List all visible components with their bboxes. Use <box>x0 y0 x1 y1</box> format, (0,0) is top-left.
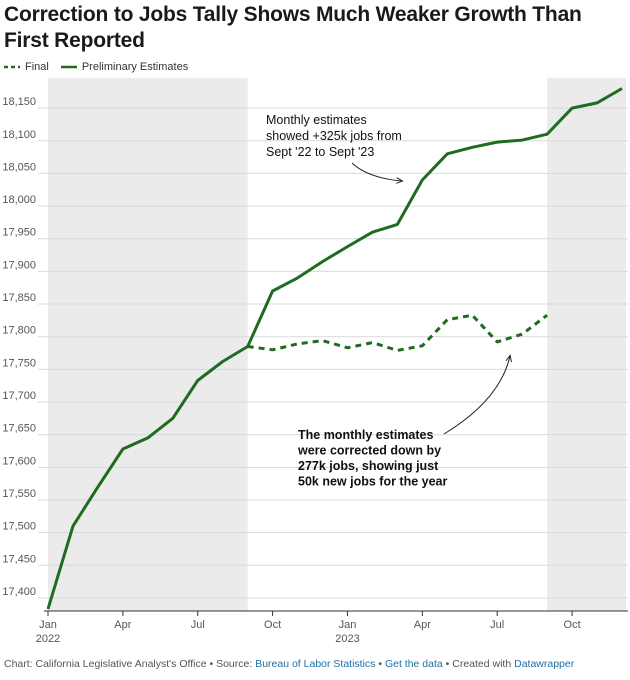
x-tick-label: Apr <box>114 619 131 631</box>
legend-solid-line-icon <box>60 65 77 69</box>
footer-credit: Chart: California Legislative Analyst's … <box>4 658 256 670</box>
annotation-preliminary-text: Monthly estimates <box>266 113 367 127</box>
datawrapper-link[interactable]: Datawrapper <box>514 658 575 670</box>
shaded-period <box>547 78 626 611</box>
annotation-arrow-final <box>443 356 510 435</box>
y-tick-label: 17,900 <box>2 259 36 271</box>
x-tick-year-label: 2023 <box>335 633 359 645</box>
y-tick-label: 17,950 <box>2 227 36 239</box>
x-tick-label: Oct <box>564 619 581 631</box>
footer-separator: • <box>375 658 385 670</box>
x-tick-label: Jan <box>39 619 57 631</box>
legend-label-final: Final <box>25 61 49 73</box>
legend-item-preliminary: Preliminary Estimates <box>60 61 189 73</box>
legend: Final Preliminary Estimates <box>4 58 188 76</box>
footer-created-with: • Created with <box>442 658 515 670</box>
annotation-final-text: 277k jobs, showing just <box>298 459 439 473</box>
legend-dashed-line-icon <box>4 65 20 69</box>
chart-title: Correction to Jobs Tally Shows Much Weak… <box>4 3 582 52</box>
y-tick-label: 18,050 <box>2 161 36 173</box>
y-tick-label: 17,450 <box>2 553 36 565</box>
y-tick-label: 17,750 <box>2 357 36 369</box>
y-tick-label: 18,150 <box>2 96 36 108</box>
y-tick-label: 18,000 <box>2 194 36 206</box>
shaded-period <box>48 78 248 611</box>
y-tick-label: 17,650 <box>2 423 36 435</box>
y-tick-label: 17,850 <box>2 292 36 304</box>
annotation-preliminary-text: showed +325k jobs from <box>266 129 402 143</box>
preliminary-series-line <box>46 87 623 610</box>
final-series-line <box>247 313 549 352</box>
x-tick-label: Jan <box>339 619 357 631</box>
get-data-link[interactable]: Get the data <box>384 658 443 670</box>
x-tick-label: Jul <box>191 619 205 631</box>
annotation-final-text: were corrected down by <box>297 444 441 458</box>
y-tick-label: 17,400 <box>2 586 36 598</box>
y-tick-label: 17,800 <box>2 325 36 337</box>
x-tick-year-label: 2022 <box>36 633 60 645</box>
chart-footer: Chart: California Legislative Analyst's … <box>4 658 574 670</box>
annotation-final-text: The monthly estimates <box>298 428 433 442</box>
y-tick-label: 17,600 <box>2 455 36 467</box>
x-tick-label: Jul <box>490 619 504 631</box>
annotation-arrow-preliminary <box>351 162 402 181</box>
y-tick-label: 17,700 <box>2 390 36 402</box>
x-tick-label: Oct <box>264 619 281 631</box>
source-link[interactable]: Bureau of Labor Statistics <box>255 658 376 670</box>
y-tick-label: 18,100 <box>2 129 36 141</box>
x-tick-label: Apr <box>414 619 431 631</box>
legend-label-preliminary: Preliminary Estimates <box>81 61 189 73</box>
y-tick-label: 17,500 <box>2 521 36 533</box>
y-tick-label: 17,550 <box>2 488 36 500</box>
annotation-final-text: 50k new jobs for the year <box>298 475 447 489</box>
legend-item-final: Final <box>4 61 49 73</box>
annotation-preliminary-text: Sept '22 to Sept '23 <box>266 145 374 159</box>
